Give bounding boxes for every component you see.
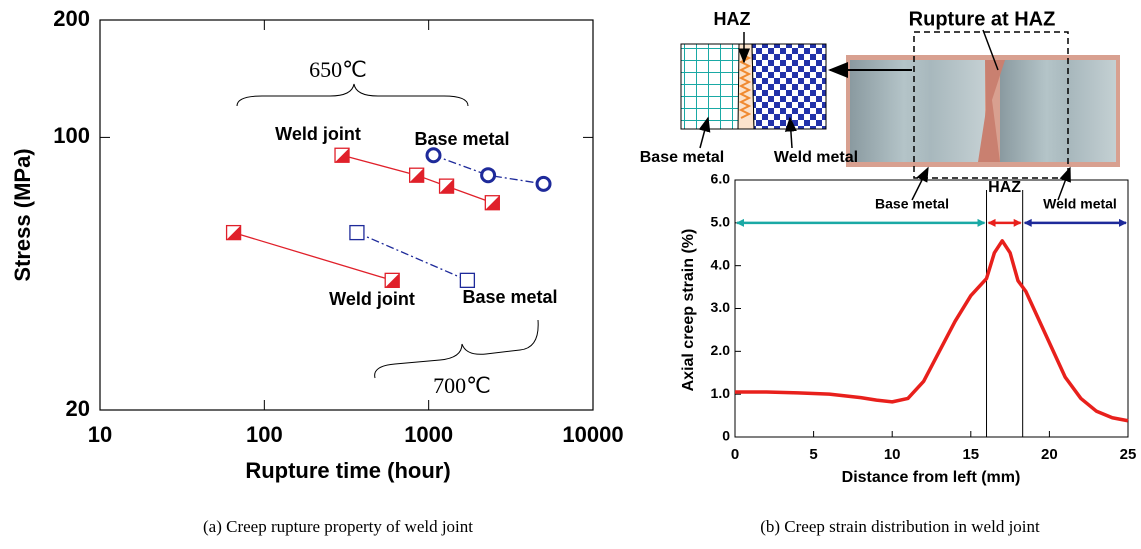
arrow-head <box>978 219 986 227</box>
zone-label: Base metal <box>875 196 949 212</box>
x-tick-label: 10 <box>88 422 112 447</box>
x-axis-label: Rupture time (hour) <box>245 458 450 483</box>
marker <box>350 226 364 240</box>
series-label: Weld joint <box>275 124 361 144</box>
y-tick-label: 0 <box>722 428 730 444</box>
x-axis-label: Distance from left (mm) <box>842 469 1021 486</box>
x-tick-label: 10000 <box>562 422 623 447</box>
x-tick-label: 1000 <box>404 422 453 447</box>
y-tick-label: 5.0 <box>711 214 731 230</box>
figure: 650℃ 700℃ Rupture time (hour) Stress (MP… <box>0 0 1141 549</box>
marker <box>335 148 349 162</box>
caption: (b) Creep strain distribution in weld jo… <box>760 517 1040 536</box>
annotation: 700℃ <box>433 373 491 398</box>
y-tick-label: 6.0 <box>711 171 731 187</box>
marker <box>537 177 550 190</box>
zone-label: Weld metal <box>1043 196 1117 212</box>
y-tick-label: 4.0 <box>711 256 731 272</box>
annotation: 650℃ <box>309 57 367 82</box>
marker <box>385 273 399 287</box>
base-metal-schematic <box>681 44 739 129</box>
brace <box>237 84 468 106</box>
marker <box>227 226 241 240</box>
y-tick-label: 2.0 <box>711 342 731 358</box>
x-tick-label: 15 <box>962 446 979 463</box>
series-line <box>357 233 467 281</box>
brace <box>375 320 539 378</box>
weld-metal-schematic <box>752 44 826 129</box>
zone-label: HAZ <box>988 179 1021 196</box>
y-tick-label: 100 <box>53 123 90 148</box>
y-tick-label: 1.0 <box>711 385 731 401</box>
arrow-head <box>1119 219 1127 227</box>
y-tick-label: 20 <box>66 396 90 421</box>
photo-right <box>1000 60 1116 162</box>
x-tick-label: 0 <box>731 446 739 463</box>
photo-left <box>850 60 985 162</box>
caption: (a) Creep rupture property of weld joint <box>203 517 473 536</box>
x-tick-label: 25 <box>1120 446 1137 463</box>
x-tick-label: 100 <box>246 422 283 447</box>
series-line <box>234 233 393 281</box>
arrow-head <box>1024 219 1032 227</box>
marker <box>427 149 440 162</box>
diagram-label: HAZ <box>714 9 751 29</box>
marker <box>485 196 499 210</box>
y-tick-label: 200 <box>53 6 90 31</box>
diagram-label: Weld metal <box>774 149 858 166</box>
diagram-label: Rupture at HAZ <box>909 8 1056 30</box>
x-tick-label: 5 <box>809 446 817 463</box>
marker <box>410 168 424 182</box>
y-tick-label: 3.0 <box>711 299 731 315</box>
arrow-head <box>988 219 996 227</box>
plot-frame <box>735 180 1128 437</box>
series-label: Weld joint <box>329 289 415 309</box>
y-axis-label: Stress (MPa) <box>10 148 35 281</box>
y-axis-label: Axial creep strain (%) <box>680 229 697 392</box>
x-tick-label: 10 <box>884 446 901 463</box>
marker <box>482 169 495 182</box>
series-label: Base metal <box>462 287 557 307</box>
marker <box>440 179 454 193</box>
series-label: Base metal <box>414 129 509 149</box>
arrow-head <box>736 219 744 227</box>
strain-curve <box>735 241 1128 421</box>
diagram-label: Base metal <box>640 149 725 166</box>
marker <box>460 273 474 287</box>
x-tick-label: 20 <box>1041 446 1058 463</box>
arrow-head <box>1014 219 1022 227</box>
